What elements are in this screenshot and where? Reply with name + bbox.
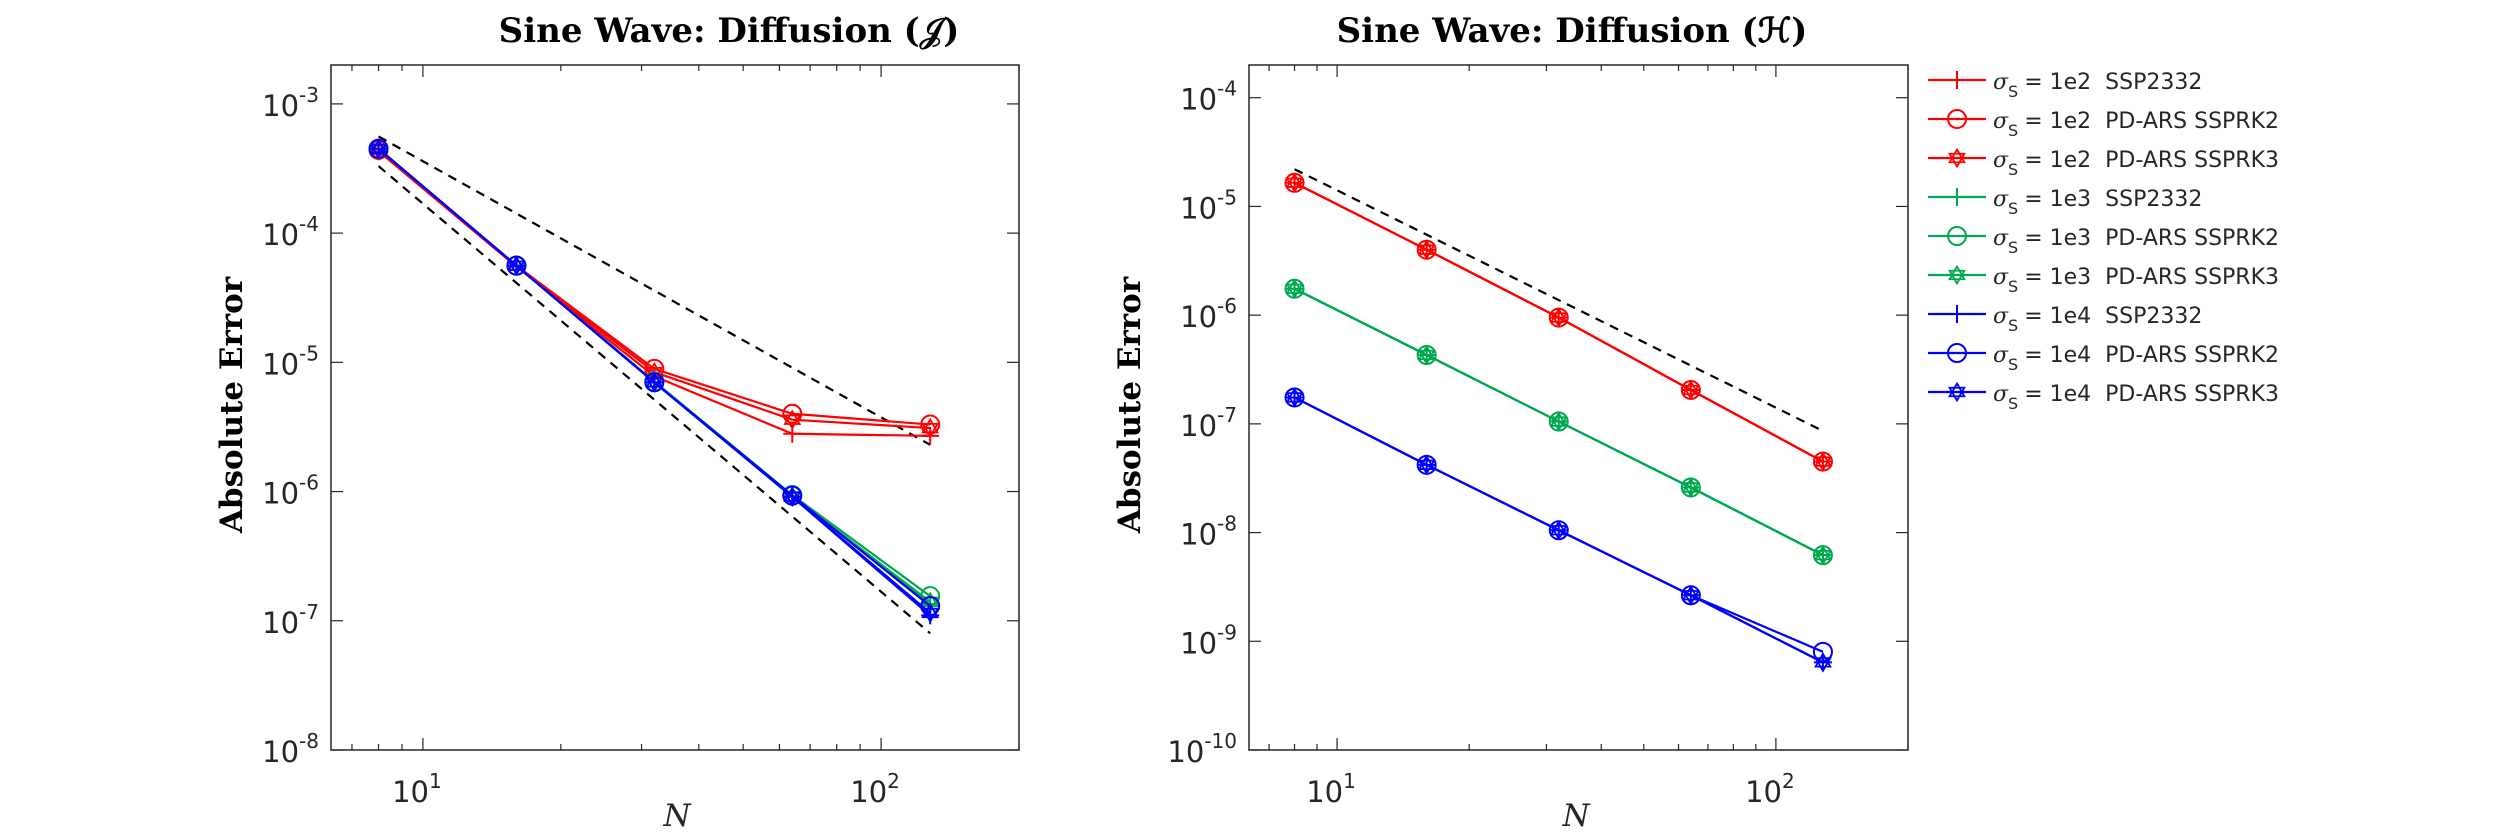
right-data-point-hexagram-marker [1285,387,1304,408]
right-data-point-hexagram-marker [1549,307,1568,328]
right-y-tick-label: 10-10 [1167,729,1237,769]
right-data-point-plus-marker [1813,546,1832,565]
legend-entry: σS = 1e4 PD-ARS SSPRK2 [1928,343,2279,374]
legend-hexagram-marker [1948,147,1966,169]
left-y-tick-label: 10-8 [262,729,319,769]
legend-entry-label: σS = 1e4 PD-ARS SSPRK2 [1993,343,2279,374]
right-data-point-hexagram-marker [1549,411,1568,432]
left-data-point-hexagram-marker [783,409,802,430]
left-chart-title: Sine Wave: Diffusion (𝒥) [499,11,960,51]
right-data-point-hexagram-marker [1681,584,1700,606]
legend-plus-marker [1948,71,1966,89]
right-series-9 [1285,387,1832,673]
right-data-point-hexagram-marker [1417,454,1436,476]
right-y-tick-label: 10-4 [1180,77,1237,117]
right-x-axis-label: N [1561,798,1591,833]
left-y-tick-label: 10-6 [262,471,319,511]
right-data-point-hexagram-marker [1681,379,1700,401]
left-y-tick-label: 10-5 [262,341,319,381]
legend-circle-marker [1947,226,1967,246]
legend: σS = 1e2 SSP2332 σS = 1e2 PD-ARS SSPRK2 σS = 1e… [1928,70,2279,413]
legend-entry: σS = 1e3 PD-ARS SSPRK3 [1928,264,2279,296]
right-series-6 [1285,278,1832,566]
legend-entry-label: σS = 1e2 PD-ARS SSPRK3 [1993,148,2279,179]
right-data-point-hexagram-marker [1285,278,1304,300]
legend-circle-marker [1947,109,1967,129]
left-x-tick-label: 101 [392,769,442,809]
legend-entry-label: σS = 1e2 SSP2332 [1993,70,2202,101]
right-series-3 [1285,172,1832,472]
right-data-point-plus-marker [1813,452,1832,471]
right-y-axis-label: Absolute Error [1112,276,1148,534]
legend-entry-label: σS = 1e3 PD-ARS SSPRK3 [1993,265,2279,296]
legend-entry-label: σS = 1e3 PD-ARS SSPRK2 [1993,226,2279,257]
left-data-point-hexagram-marker [921,417,940,439]
right-y-tick-label: 10-5 [1180,185,1237,225]
legend-entry: σS = 1e2 PD-ARS SSPRK2 [1928,109,2279,140]
right-data-point-hexagram-marker [1681,477,1700,498]
right-data-point-hexagram-marker [1417,239,1436,261]
left-data-point-hexagram-marker [921,602,940,624]
left-series-line [377,147,931,614]
left-y-tick-label: 10-7 [262,600,319,640]
right-y-tick-label: 10-9 [1180,620,1237,660]
left-series-9 [369,138,940,624]
right-data-point-hexagram-marker [1814,544,1832,566]
right-x-tick-label: 101 [1306,769,1356,809]
left-y-tick-label: 10-3 [262,83,319,123]
legend-entry: σS = 1e3 PD-ARS SSPRK2 [1928,226,2279,257]
right-y-tick-label: 10-8 [1180,512,1237,552]
legend-entry: σS = 1e3 SSP2332 [1928,187,2202,218]
legend-entry: σS = 1e2 PD-ARS SSPRK3 [1928,147,2279,179]
left-data-point-circle-marker [920,414,941,435]
right-data-point-hexagram-marker [1549,519,1568,541]
legend-plus-marker [1948,305,1966,323]
right-series-line [1294,287,1824,557]
right-chart: 101 102 10-10 10-9 10-8 10-7 10-6 10-5 10-4 Sine… [1112,11,1909,833]
legend-entry: σS = 1e4 SSP2332 [1928,304,2202,335]
left-y-axis-label: Absolute Error [214,276,250,534]
legend-plus-marker [1948,188,1966,206]
right-data-point-hexagram-marker [1814,652,1832,673]
legend-entry-label: σS = 1e2 PD-ARS SSPRK2 [1993,109,2279,140]
left-y-tick-label: 10-4 [262,212,319,252]
right-x-tick-label: 102 [1745,769,1795,809]
legend-entry-label: σS = 1e4 SSP2332 [1993,304,2202,335]
left-x-tick-label: 102 [850,769,900,809]
right-data-point-circle-marker [1812,641,1833,662]
right-y-tick-label: 10-7 [1180,403,1237,443]
right-series-line [1294,396,1824,664]
right-data-point-hexagram-marker [1814,451,1832,472]
right-chart-title: Sine Wave: Diffusion (ℋ) [1337,11,1808,51]
left-x-axis-label: N [662,798,692,833]
legend-entry-label: σS = 1e3 SSP2332 [1993,187,2202,218]
left-data-point-hexagram-marker [507,255,526,276]
right-data-point-hexagram-marker [1285,172,1304,194]
legend-entry: σS = 1e2 SSP2332 [1928,70,2202,101]
left-reference-slope-line [377,165,931,635]
legend-entry-label: σS = 1e4 PD-ARS SSPRK3 [1993,382,2279,413]
right-series-line [1294,181,1824,463]
left-plot-frame [330,64,1020,751]
legend-hexagram-marker [1948,264,1966,286]
right-data-point-plus-marker [1285,279,1304,298]
left-chart: 101 102 10-8 10-7 10-6 10-5 10-4 10-3 Sine Wave… [214,11,1020,833]
right-y-tick-label: 10-6 [1180,294,1237,334]
legend-entry: σS = 1e4 PD-ARS SSPRK3 [1928,381,2279,413]
left-data-point-hexagram-marker [645,372,664,393]
right-reference-slope-line [1294,168,1824,432]
left-data-point-hexagram-marker [369,138,388,160]
right-plot-frame [1248,64,1909,751]
right-data-point-hexagram-marker [1417,344,1436,366]
left-data-point-hexagram-marker [783,486,802,508]
legend-circle-marker [1947,343,1967,363]
left-data-point-circle-marker [782,403,803,424]
legend-hexagram-marker [1948,381,1966,403]
